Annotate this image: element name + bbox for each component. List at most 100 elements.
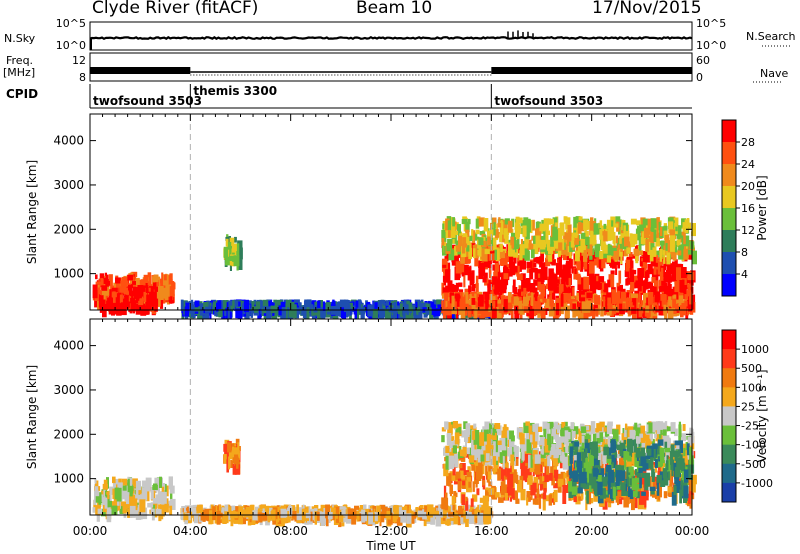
velocity-cell — [596, 454, 601, 459]
power-cell — [485, 244, 491, 250]
power-cell — [492, 276, 498, 285]
velocity-cell — [463, 470, 469, 476]
velocity-cell — [224, 439, 230, 447]
velocity-cell — [457, 481, 462, 491]
velocity-cell — [231, 505, 236, 511]
power-cell — [450, 283, 455, 298]
nsky-label: N.Sky — [4, 32, 36, 45]
power-cell — [568, 277, 571, 287]
power-cell — [641, 300, 645, 307]
power-cell — [653, 280, 659, 289]
power-cell — [610, 259, 614, 264]
power-cell — [523, 287, 528, 299]
power-cell — [453, 256, 459, 261]
power-cell — [565, 266, 568, 280]
power-cell — [499, 221, 504, 235]
power-cell — [95, 274, 98, 280]
power-cell — [575, 306, 578, 317]
velocity-cell — [578, 496, 583, 501]
velocity-cell — [545, 495, 549, 502]
power-cell — [116, 278, 120, 293]
power-cell — [663, 225, 668, 231]
power-cell — [270, 305, 276, 314]
power-cell — [209, 306, 212, 321]
power-cell — [625, 278, 629, 286]
velocity-cell — [275, 513, 278, 528]
power-cell — [627, 302, 633, 314]
power-cell — [626, 247, 631, 254]
velocity-cell — [592, 433, 598, 446]
power-cell — [225, 302, 229, 311]
power-cell — [584, 230, 589, 238]
power-cell — [385, 308, 391, 319]
power-cell — [374, 302, 378, 309]
velocity-cell — [636, 427, 641, 437]
power-cell — [268, 300, 272, 311]
velocity-cell — [520, 458, 526, 470]
power-cell — [529, 269, 534, 280]
power-cell — [472, 248, 476, 258]
power-cell — [523, 299, 529, 307]
velocity-cell — [472, 494, 478, 502]
power-cell — [122, 280, 128, 286]
power-cell — [501, 295, 506, 305]
velocity-cell — [461, 430, 465, 438]
velocity-cell — [146, 488, 150, 502]
velocity-cell — [543, 428, 549, 443]
power-cell — [221, 308, 226, 321]
power-cell — [647, 250, 652, 255]
power-cell — [547, 250, 553, 262]
power-cell — [266, 306, 272, 321]
power-cell — [685, 278, 690, 284]
power-cell — [517, 254, 521, 262]
power-cell — [515, 229, 520, 239]
velocity-cell — [514, 469, 517, 483]
freq-tick-left-top: 12 — [72, 54, 86, 67]
velocity-cell — [227, 506, 232, 514]
power-cell — [572, 303, 577, 310]
velocity-cell — [645, 489, 649, 501]
power-cell — [470, 293, 476, 300]
velocity-cell — [117, 497, 120, 506]
power-cell — [683, 248, 689, 260]
power-cell — [520, 256, 526, 266]
power-cell — [588, 274, 593, 285]
power-cell — [165, 284, 172, 292]
power-cell — [523, 304, 530, 313]
power-cell — [530, 300, 536, 314]
power-cell — [535, 301, 541, 314]
power-cell — [519, 217, 523, 224]
velocity-cell — [526, 497, 529, 506]
power-cell — [138, 289, 142, 299]
velocity-cell — [107, 494, 110, 500]
power-cell — [684, 275, 687, 285]
power-cell — [618, 247, 623, 257]
power-cell — [465, 308, 468, 316]
power-cell — [471, 298, 476, 311]
velocity-cell — [286, 511, 291, 523]
power-cell — [471, 278, 475, 292]
power-cell — [170, 296, 173, 304]
velocity-cell — [95, 480, 99, 489]
power-cell — [576, 301, 579, 310]
power-cell — [511, 249, 515, 256]
velocity-cell — [103, 489, 106, 500]
power-cell — [442, 262, 447, 268]
power-cell — [607, 297, 611, 306]
power-cell — [658, 307, 663, 316]
power-cell — [445, 269, 451, 283]
power-cell — [670, 239, 675, 252]
power-ytick-label: 4000 — [53, 134, 84, 148]
velocity-cell — [501, 430, 508, 443]
velocity-cell — [551, 423, 557, 429]
power-cell — [581, 239, 586, 250]
velocity-cell — [325, 504, 330, 519]
velocity-cell — [580, 492, 584, 500]
power-cell — [674, 240, 678, 253]
nave-label: Nave — [760, 67, 789, 80]
power-cell — [646, 308, 650, 320]
velocity-cell — [423, 513, 427, 527]
power-cell — [594, 258, 598, 266]
velocity-cell — [640, 425, 646, 437]
velocity-cell — [466, 472, 472, 483]
